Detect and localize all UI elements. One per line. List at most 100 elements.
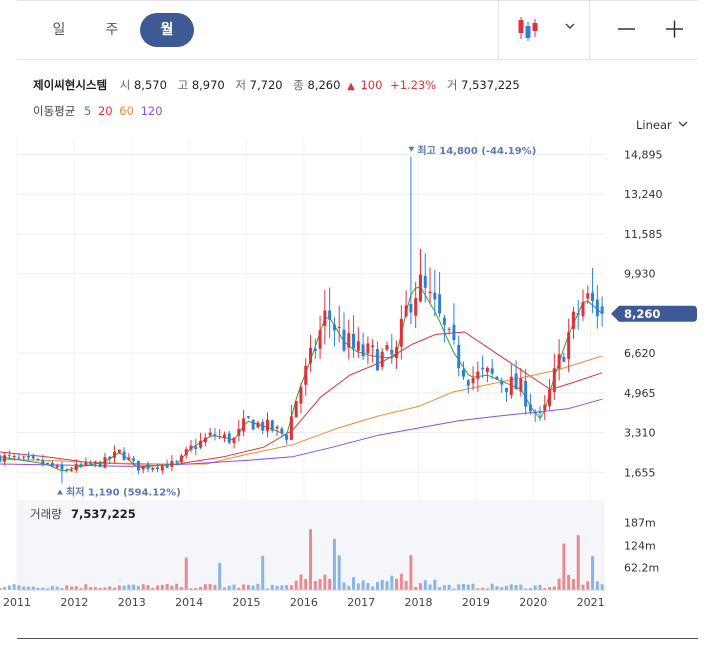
candle bbox=[395, 340, 399, 370]
candle-body bbox=[586, 293, 590, 299]
candle-body bbox=[199, 440, 203, 448]
candle bbox=[533, 409, 537, 422]
candle-body bbox=[548, 389, 552, 407]
candle-body bbox=[361, 344, 365, 357]
candle-body bbox=[519, 378, 523, 392]
candle bbox=[98, 460, 102, 468]
candle bbox=[213, 428, 217, 441]
candle bbox=[352, 315, 356, 358]
volume-bar bbox=[36, 587, 40, 590]
last-price-tag-shape bbox=[611, 305, 697, 322]
candle bbox=[26, 451, 30, 461]
candle bbox=[184, 446, 188, 459]
candle bbox=[528, 393, 532, 415]
volume-bar bbox=[146, 585, 150, 590]
volume-bar bbox=[500, 587, 504, 590]
candle bbox=[519, 367, 523, 397]
volume-panel: 187m 124m 62.2m 거래량 7,537,225 bbox=[0, 500, 659, 590]
candle bbox=[371, 339, 375, 363]
volume-bar bbox=[318, 579, 322, 590]
volume-bar bbox=[0, 587, 2, 590]
tab-day[interactable]: 일 bbox=[52, 22, 66, 38]
candle bbox=[567, 318, 571, 373]
volume-bar bbox=[22, 586, 26, 590]
candle bbox=[251, 419, 255, 430]
volume-bar bbox=[562, 543, 566, 590]
candle bbox=[571, 306, 575, 340]
candle-body bbox=[213, 434, 217, 437]
candle bbox=[318, 315, 322, 360]
ma-20-line bbox=[0, 331, 603, 465]
candle bbox=[299, 383, 303, 414]
volume-bar bbox=[189, 588, 193, 590]
chart-type-dropdown[interactable] bbox=[557, 1, 587, 59]
candle-body bbox=[390, 349, 394, 355]
volume-bar bbox=[251, 585, 255, 590]
candle-body bbox=[514, 373, 518, 390]
candle-body bbox=[31, 456, 35, 459]
volume-bar bbox=[571, 578, 575, 590]
ma-120-label[interactable]: 120 bbox=[140, 104, 163, 118]
volume-bar bbox=[113, 587, 117, 590]
ma-60-label[interactable]: 60 bbox=[119, 104, 134, 118]
zoom-out-button[interactable] bbox=[607, 1, 645, 59]
price-tick-label: 9,930 bbox=[624, 268, 656, 281]
candle bbox=[17, 453, 21, 461]
volume-bar bbox=[237, 587, 241, 590]
candle bbox=[175, 459, 179, 466]
volume-bar bbox=[366, 583, 370, 590]
last-price-label: 8,260 bbox=[624, 307, 660, 321]
candle-body bbox=[285, 435, 289, 440]
volume-bar bbox=[175, 583, 179, 590]
candle bbox=[366, 336, 370, 365]
volume-bar bbox=[69, 586, 73, 590]
candle-body bbox=[289, 416, 293, 440]
volume-bar bbox=[476, 588, 480, 590]
chart-type-button[interactable] bbox=[499, 1, 549, 59]
volume-bar bbox=[414, 586, 418, 590]
candle bbox=[591, 267, 595, 313]
candle-body bbox=[7, 455, 11, 457]
volume-bar bbox=[595, 581, 599, 590]
candle-body bbox=[366, 343, 370, 354]
high-annotation-label: 최고 14,800 (-44.19%) bbox=[417, 144, 536, 157]
scale-label: Linear bbox=[636, 118, 672, 132]
candle-body bbox=[471, 377, 475, 384]
ma-20-label[interactable]: 20 bbox=[97, 104, 113, 118]
candle-body bbox=[447, 328, 451, 330]
candle-body bbox=[595, 299, 599, 317]
candle-body bbox=[127, 457, 131, 460]
tab-week[interactable]: 주 bbox=[105, 22, 119, 38]
price-chart[interactable]: 14,895 13,240 11,585 9,930 6,620 4,965 3,310 1,… bbox=[0, 0, 715, 640]
candle bbox=[361, 332, 365, 360]
ma-5-label[interactable]: 5 bbox=[83, 104, 92, 118]
time-tick-label: 2016 bbox=[290, 596, 318, 609]
volume-bar bbox=[136, 586, 140, 590]
candle-body bbox=[227, 433, 231, 443]
candle bbox=[0, 453, 2, 463]
candle bbox=[265, 412, 269, 438]
candle-body bbox=[165, 464, 169, 468]
candle bbox=[261, 419, 265, 435]
candle-body bbox=[500, 380, 504, 385]
candle bbox=[423, 253, 427, 303]
scale-dropdown[interactable]: Linear bbox=[636, 118, 689, 132]
candle-body bbox=[151, 467, 155, 470]
candle bbox=[356, 327, 360, 358]
candle bbox=[41, 454, 45, 467]
candle-body bbox=[280, 428, 284, 434]
volume-bar bbox=[533, 585, 537, 590]
candle bbox=[246, 415, 250, 420]
candle bbox=[375, 341, 379, 371]
zoom-in-button[interactable] bbox=[655, 1, 693, 59]
candle-body bbox=[533, 412, 537, 414]
candle-body bbox=[404, 305, 408, 317]
volume-bar bbox=[399, 573, 403, 590]
candle-body bbox=[352, 333, 356, 349]
candle bbox=[79, 461, 83, 469]
tab-month[interactable]: 월 bbox=[140, 13, 194, 47]
volume-bar bbox=[323, 574, 327, 590]
candle-body bbox=[41, 460, 45, 465]
low-annotation: 최저 1,190 (594.12%) bbox=[57, 485, 181, 498]
candle bbox=[428, 267, 432, 305]
